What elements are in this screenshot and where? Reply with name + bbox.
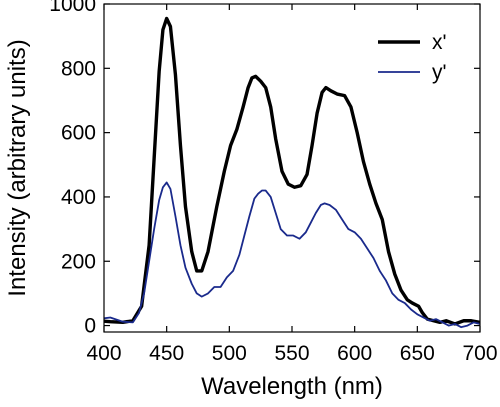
- x-tick-label: 450: [149, 342, 184, 365]
- y-tick-label: 200: [61, 250, 96, 273]
- legend-label-1: x': [432, 31, 447, 54]
- y-tick-label: 800: [61, 57, 96, 80]
- series-line-1: [104, 16, 480, 326]
- y-tick-label: 0: [84, 315, 96, 338]
- series-line-2: [104, 181, 480, 329]
- x-tick-label: 700: [462, 342, 497, 365]
- tick-labels-layer: 400 450 500 550 600 650 700 0 200 400 600 800 1000: [49, 0, 497, 365]
- x-tick-label: 650: [400, 342, 435, 365]
- legend: x' y': [378, 31, 447, 84]
- x-tick-label: 500: [212, 342, 247, 365]
- x-axis-label: Wavelength (nm): [201, 373, 383, 400]
- x-tick-label: 600: [337, 342, 372, 365]
- series-layer: [104, 16, 480, 329]
- x-tick-label: 550: [274, 342, 309, 365]
- y-tick-label: 1000: [49, 0, 96, 16]
- legend-label-2: y': [432, 61, 447, 84]
- x-tick-label: 400: [86, 342, 121, 365]
- y-axis-label: Intensity (arbitrary units): [4, 39, 31, 296]
- y-tick-label: 400: [61, 186, 96, 209]
- ticks-layer: [103, 3, 481, 332]
- y-tick-label: 600: [61, 122, 96, 145]
